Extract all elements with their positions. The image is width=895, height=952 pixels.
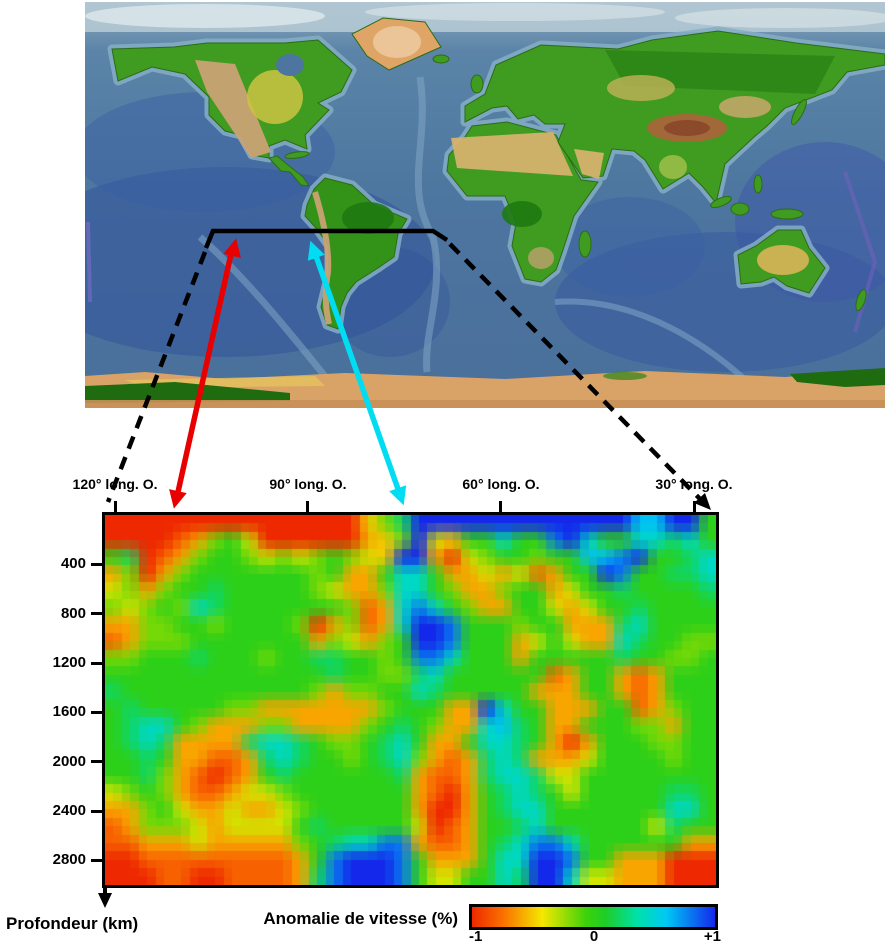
depth-axis-title: Profondeur (km) — [6, 914, 139, 933]
colorbar-max-label: +1 — [703, 928, 721, 945]
projection-arrowhead-icon — [694, 493, 711, 510]
x-axis-tick-label: 90° long. O. — [269, 476, 347, 492]
x-axis-tick — [113, 501, 117, 513]
tomography-heatmap — [105, 515, 716, 885]
y-axis-tick — [91, 760, 104, 764]
y-axis-tick-label: 2800 — [52, 851, 86, 869]
x-axis-tick-label: 30° long. O. — [655, 476, 733, 492]
y-axis-tick-label: 1600 — [52, 703, 86, 721]
x-axis-tick — [692, 501, 696, 513]
y-axis-tick-label: 1200 — [52, 654, 86, 671]
x-axis-tick-label: 60° long. O. — [462, 476, 540, 492]
y-axis-tick-label: 2000 — [52, 752, 86, 770]
x-axis-tick-label: 120° long. O. — [72, 476, 158, 492]
x-axis-tick — [306, 501, 310, 513]
colorbar-gradient — [469, 904, 718, 930]
y-axis-tick — [91, 661, 104, 665]
y-axis-tick — [91, 809, 104, 813]
colorbar-tick-labels: -1 0 +1 — [467, 928, 721, 946]
colorbar-min-label: -1 — [469, 928, 483, 945]
world-map-image — [85, 2, 885, 408]
colorbar-zero-label: 0 — [589, 928, 599, 945]
world-map — [85, 2, 885, 408]
y-axis-tick — [91, 858, 104, 862]
y-axis-tick-label: 800 — [60, 604, 86, 622]
y-axis-tick — [91, 612, 104, 616]
y-axis-tick — [91, 562, 104, 566]
arctic-ice — [85, 2, 885, 32]
y-axis-tick — [91, 710, 104, 714]
tomography-plot-frame — [102, 512, 719, 888]
colorbar-title: Anomalie de vitesse (%) — [263, 909, 458, 928]
y-axis-tick-label: 400 — [60, 555, 86, 573]
x-axis-tick — [499, 501, 503, 513]
depth-axis-arrow — [98, 886, 112, 908]
y-axis-tick-label: 2400 — [52, 802, 86, 819]
